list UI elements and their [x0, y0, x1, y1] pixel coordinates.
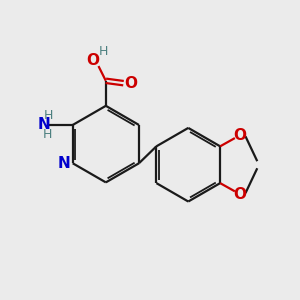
Text: H: H [43, 128, 52, 141]
Text: O: O [234, 128, 247, 142]
Text: H: H [99, 45, 109, 58]
Text: H: H [44, 109, 53, 122]
Text: O: O [125, 76, 138, 91]
Text: O: O [234, 187, 247, 202]
Text: O: O [86, 53, 99, 68]
Text: N: N [38, 118, 50, 133]
Text: N: N [58, 156, 70, 171]
